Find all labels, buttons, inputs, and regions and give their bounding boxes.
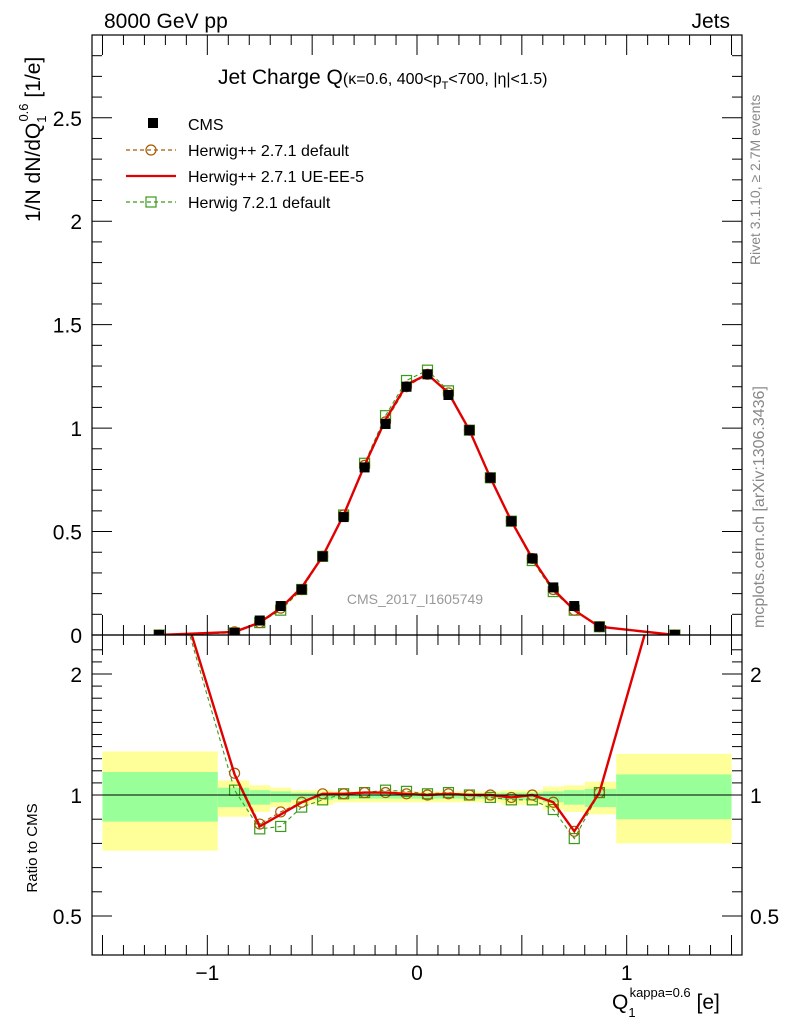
main-ytick-label-1: 0.5 (53, 522, 82, 545)
legend-label-herwig-ueee5: Herwig++ 2.7.1 UE-EE-5 (188, 169, 364, 186)
legend-label-herwig-default: Herwig++ 2.7.1 default (188, 143, 350, 160)
main-cms-point-8 (380, 418, 391, 429)
legend: CMS Herwig++ 2.7.1 default Herwig++ 2.7.… (126, 117, 364, 212)
main-cms-point-7 (359, 462, 370, 473)
ratio-herwig_default-point-16 (547, 796, 559, 808)
header-left: 8000 GeV pp (104, 10, 228, 33)
ratio-ytick-label-right-0: 0.5 (750, 906, 779, 929)
ylabel-sub: 1 (34, 116, 49, 123)
main-ytick-label-4: 2 (70, 211, 82, 234)
band-green-1 (217, 787, 250, 808)
main-cms-point-0 (154, 630, 165, 635)
y-axis-label-main: 1/N dN/dQ10.6 [1/e] (16, 57, 49, 222)
main-cms-point-6 (338, 512, 349, 523)
main-panel-series (153, 364, 681, 635)
main-cms-point-15 (527, 553, 538, 564)
axis-ticks (92, 35, 742, 955)
title-sub-t: T (442, 80, 449, 92)
mcplots-label: mcplots.cern.ch [arXiv:1306.3436] (751, 386, 768, 628)
legend-marker-herwig72 (145, 196, 157, 208)
ratio-xtick-label-0: −1 (195, 962, 219, 985)
analysis-watermark: CMS_2017_I1605749 (347, 591, 483, 607)
main-cms-point-11 (443, 390, 454, 400)
ratio-ytick-label-left-1: 1 (70, 785, 82, 808)
ratio-herwig_default-point-18 (593, 786, 606, 799)
legend-label-cms: CMS (188, 117, 224, 134)
ylabel-sup: 0.6 (16, 103, 31, 121)
ratio-herwig_default-point-19 (670, 524, 680, 534)
band-green-2 (249, 790, 271, 805)
ratio-herwig_ueee5-line (190, 635, 646, 834)
main-cms-point-14 (506, 516, 517, 527)
ratio-herwig_default-point-1 (228, 767, 241, 779)
ratio-herwig_default-point-17 (568, 825, 580, 837)
ratio-herwig_default-point-0 (154, 524, 164, 534)
ratio-xtick-label-1: 0 (411, 962, 423, 985)
ratio-xtick-label-2: 1 (621, 962, 633, 985)
ratio-herwig72-point-19 (670, 524, 680, 534)
main-cms-point-18 (594, 621, 605, 632)
band-green-8 (563, 790, 585, 805)
title-sub-rest: <700, |η|<1.5) (448, 71, 547, 88)
ylabel-unit: [1/e] (22, 57, 45, 104)
header-right: Jets (691, 10, 730, 33)
xlabel-base: Q (612, 991, 628, 1014)
band-green-4 (291, 792, 334, 800)
band-green-5 (333, 793, 501, 799)
main-ytick-label-3: 1.5 (53, 315, 82, 338)
band-green-10 (616, 774, 732, 820)
main-cms-point-3 (275, 601, 286, 612)
legend-label-herwig72: Herwig 7.2.1 default (188, 195, 331, 212)
ratio-ytick-label-left-2: 2 (70, 664, 82, 687)
main-cms-point-13 (485, 472, 496, 483)
rivet-label: Rivet 3.1.10, ≥ 2.7M events (747, 95, 763, 265)
y-axis-label-ratio: Ratio to CMS (24, 803, 41, 892)
legend-marker-cms (148, 118, 158, 128)
ratio-ytick-label-right-2: 2 (750, 664, 762, 687)
band-green-0 (102, 772, 218, 822)
main-cms-point-5 (317, 551, 328, 562)
main-cms-point-16 (548, 582, 559, 593)
x-axis-label: Q1 kappa=0.6 [e] (612, 985, 720, 1020)
xlabel-unit: [e] (691, 991, 720, 1014)
ratio-herwig72-line (189, 635, 646, 840)
xlabel-sup: kappa=0.6 (630, 985, 691, 1000)
main-cms-point-9 (401, 381, 412, 392)
main-cms-point-4 (296, 584, 307, 595)
title-sub: (κ=0.6, 400<p (343, 71, 442, 88)
ratio-herwig72-point-17 (568, 832, 580, 845)
ratio-herwig72-point-0 (154, 524, 164, 534)
axis-tick-labels: 0 0.5 1 1.5 2 2.5 −1 0 1 0.5 0.5 1 1 2 2 (53, 108, 779, 985)
ratio-herwig_default-point-4 (296, 796, 308, 808)
main-ytick-label-5: 2.5 (53, 108, 82, 131)
main-cms-point-10 (422, 369, 433, 380)
main-cms-point-12 (464, 425, 475, 436)
plot-title: Jet Charge Q(κ=0.6, 400<pT<700, |η|<1.5) (218, 66, 547, 92)
xlabel-sub: 1 (628, 1005, 635, 1020)
ratio-uncertainty-bands (102, 751, 732, 851)
main-cms-point-19 (669, 630, 680, 635)
ratio-panel-series (154, 524, 680, 845)
ratio-herwig72-point-3 (275, 820, 287, 833)
main-cms-point-17 (569, 601, 580, 612)
title-main: Jet Charge Q (218, 66, 343, 89)
legend-marker-herwig-default (145, 144, 157, 156)
main-ytick-label-0: 0 (70, 625, 82, 648)
main-cms-point-1 (229, 627, 240, 635)
ratio-ytick-label-left-0: 0.5 (53, 906, 82, 929)
band-green-3 (270, 791, 292, 803)
main-cms-point-2 (254, 615, 265, 626)
ylabel-prefix: 1/N dN/dQ (22, 123, 45, 222)
main-ytick-label-2: 1 (70, 418, 82, 441)
ratio-ytick-label-right-1: 1 (750, 785, 762, 808)
main-herwig72-line (159, 369, 675, 635)
